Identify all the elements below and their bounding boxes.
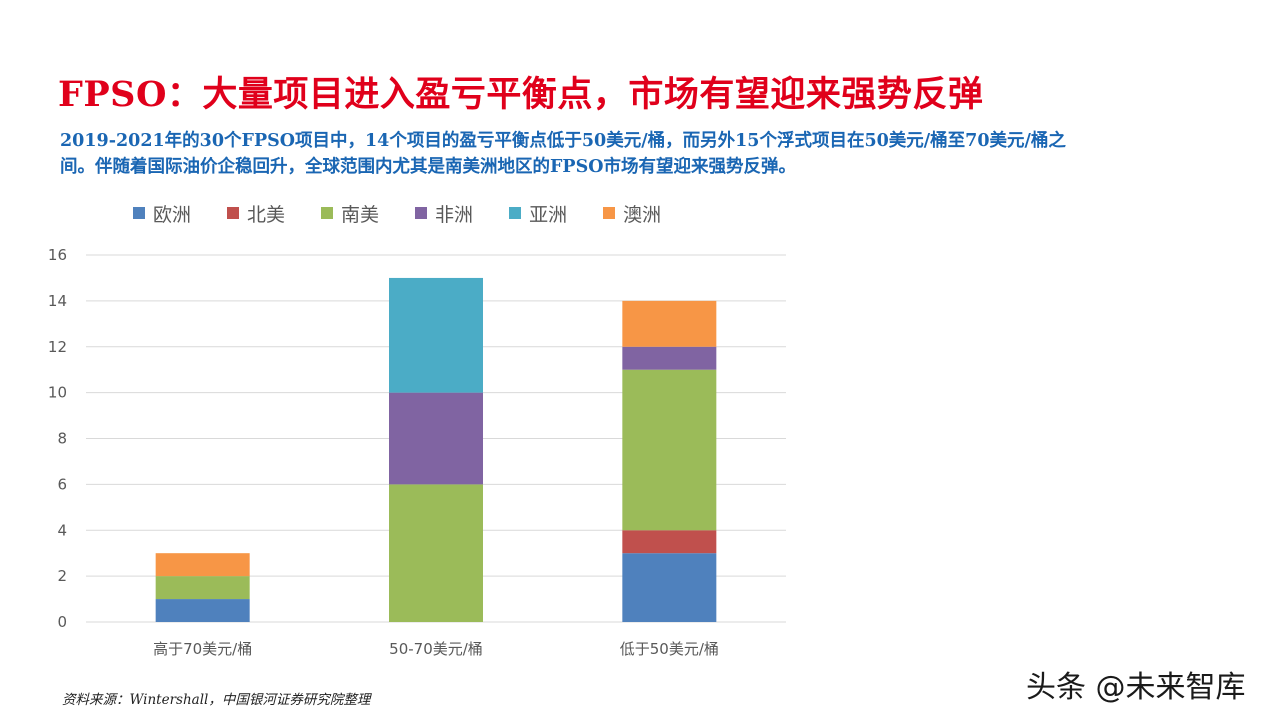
bar-segment [155,553,250,577]
bar-segment [622,300,717,347]
bar-segment [155,576,250,600]
chart-legend: 欧洲 北美 南美 非洲 亚洲 澳洲 [133,200,697,226]
source-note: 资料来源：Wintershall，中国银河证券研究院整理 [62,692,371,708]
x-category-label: 高于70美元/桶 [153,640,252,658]
x-category-label: 50-70美元/桶 [389,640,483,658]
bar-segment [622,553,717,622]
legend-item: 欧洲 [133,200,191,227]
bar-segment [622,346,717,370]
watermark: 头条 @未来智库 [1026,670,1246,705]
legend-swatch [321,207,334,219]
bar-segment [389,277,483,393]
y-tick-label: 12 [48,338,67,356]
x-category-label: 低于50美元/桶 [620,640,719,658]
legend-swatch [509,207,522,219]
axis-labels: 0 2 4 6 8 10 12 14 16 高于70美元/桶 50-70美元/桶 低于50美元/桶 [48,246,719,658]
bar-segment [389,392,483,485]
slide-subtitle: 2019-2021年的30个FPSO项目中，14个项目的盈亏平衡点低于50美元/… [60,131,1066,177]
y-tick-label: 10 [48,384,67,402]
legend-label: 北美 [247,203,286,226]
y-tick-label: 14 [48,292,67,310]
y-tick-label: 0 [57,613,67,631]
y-tick-label: 8 [57,430,67,448]
legend-label: 非洲 [435,203,474,226]
bar-segment [622,530,717,554]
legend-label: 南美 [341,203,380,226]
legend-swatch [603,207,616,219]
y-tick-label: 6 [57,475,67,493]
legend-label: 亚洲 [529,203,568,226]
legend-swatch [415,207,428,219]
legend-item: 澳洲 [603,200,661,227]
y-tick-label: 2 [57,567,67,585]
y-tick-label: 16 [48,246,67,264]
bars [155,277,717,622]
legend-swatch [133,207,145,219]
bar-segment [389,484,483,622]
legend-label: 澳洲 [623,203,662,226]
legend-item: 亚洲 [509,200,567,227]
legend-item: 非洲 [415,200,473,227]
bar-segment [155,599,250,622]
slide-title: FPSO：大量项目进入盈亏平衡点，市场有望迎来强势反弹 [58,74,984,115]
y-tick-label: 4 [57,521,67,539]
legend-label: 欧洲 [153,203,192,226]
legend-item: 北美 [227,200,285,227]
bar-segment [622,369,717,531]
legend-swatch [227,207,240,219]
legend-item: 南美 [321,200,379,227]
